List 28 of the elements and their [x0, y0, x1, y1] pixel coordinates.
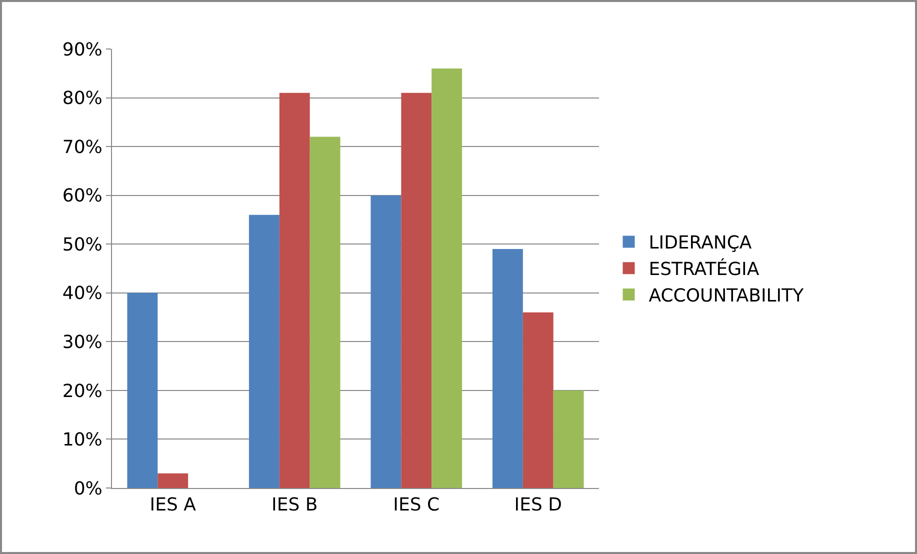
- y-tick-label: 80%: [62, 88, 102, 110]
- bar: [492, 248, 523, 488]
- x-tick-label: IES B: [272, 494, 318, 516]
- y-tick-label: 10%: [62, 430, 102, 451]
- legend-label: ESTRATÉGIA: [648, 258, 760, 280]
- y-tick-label: 30%: [62, 332, 102, 353]
- bar: [127, 292, 158, 488]
- y-tick-label: 0%: [74, 478, 102, 500]
- x-tick-label: IES D: [514, 494, 562, 516]
- bar: [522, 312, 554, 488]
- bar: [432, 68, 462, 488]
- y-tick-label: 40%: [62, 283, 102, 304]
- bar: [370, 195, 402, 488]
- bar: [310, 136, 340, 488]
- legend-label: LIDERANÇA: [648, 232, 752, 254]
- x-tick-label: IES A: [150, 494, 197, 516]
- y-tick-label: 50%: [62, 234, 102, 256]
- y-tick-label: 70%: [62, 136, 102, 158]
- bar: [279, 92, 310, 488]
- legend-label: ACCOUNTABILITY: [648, 286, 805, 307]
- bar: [553, 390, 584, 488]
- y-tick-label: 90%: [62, 39, 102, 60]
- x-tick-label: IES C: [393, 494, 440, 516]
- y-tick-label: 20%: [62, 380, 102, 402]
- bar: [401, 92, 432, 488]
- bar: [158, 473, 188, 488]
- bar: [248, 214, 280, 488]
- y-tick-label: 60%: [62, 186, 102, 207]
